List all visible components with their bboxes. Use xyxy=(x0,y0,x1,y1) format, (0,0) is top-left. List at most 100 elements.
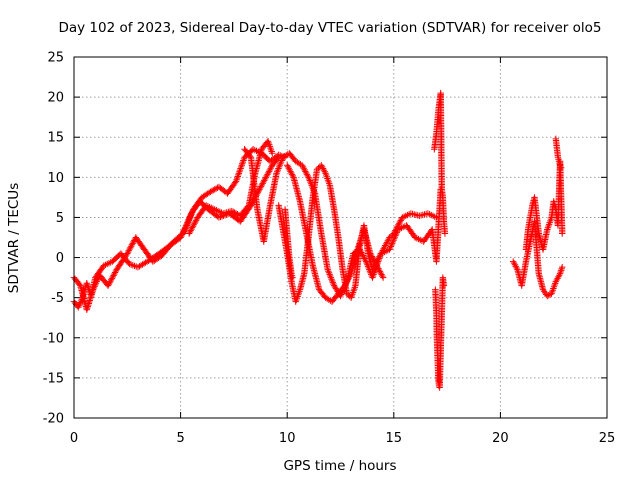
data-point-track-d xyxy=(370,269,378,276)
data-point-track-e xyxy=(380,245,387,252)
data-point-track-e xyxy=(392,227,399,234)
chart-title: Day 102 of 2023, Sidereal Day-to-day VTE… xyxy=(58,20,601,36)
data-point-track-b xyxy=(89,286,97,293)
data-point-track-c xyxy=(192,218,199,226)
data-point-track-f xyxy=(284,162,291,169)
data-point-track-d xyxy=(273,168,281,175)
data-point-track-e xyxy=(378,248,386,256)
data-point-track-e xyxy=(392,225,400,233)
x-tick-label: 5 xyxy=(176,431,184,446)
data-point-track-b xyxy=(266,166,274,174)
data-point-track-h xyxy=(441,230,449,237)
data-point-track-b xyxy=(261,177,268,184)
data-point-track-f xyxy=(342,280,349,288)
data-point-track-d xyxy=(388,240,396,247)
data-point-track-d xyxy=(388,241,395,249)
data-point-track-b xyxy=(181,225,188,233)
data-point-track-j xyxy=(511,261,519,268)
data-point-track-b xyxy=(267,165,274,172)
data-point-track-d xyxy=(277,160,284,167)
data-point-track-j xyxy=(556,272,563,279)
y-tick-label: 10 xyxy=(47,171,64,186)
data-point-track-a xyxy=(210,186,217,194)
data-point-track-b xyxy=(260,178,267,186)
data-point-track-d xyxy=(305,175,313,183)
data-point-track-a xyxy=(235,171,242,179)
data-point-track-b xyxy=(126,245,133,253)
data-point-track-b xyxy=(255,187,262,195)
data-point-track-c xyxy=(244,203,251,210)
data-point-track-b xyxy=(263,172,270,180)
data-point-track-j xyxy=(556,270,564,277)
y-tick-label: 5 xyxy=(56,211,64,226)
data-point-track-e xyxy=(396,218,404,226)
data-point-track-j xyxy=(512,263,519,270)
data-point-track-f xyxy=(374,263,381,271)
data-point-track-a xyxy=(83,280,90,287)
data-point-track-f xyxy=(378,271,385,278)
data-point-track-b xyxy=(76,281,83,288)
x-tick-label: 25 xyxy=(599,431,616,446)
data-point-track-d xyxy=(387,243,395,250)
data-point-track-f xyxy=(371,257,378,265)
data-point-track-f xyxy=(289,172,296,180)
data-point-track-d xyxy=(301,166,308,174)
data-point-track-b xyxy=(259,180,266,187)
data-point-track-d xyxy=(275,165,282,172)
data-point-track-c xyxy=(189,224,196,231)
data-point-track-a xyxy=(236,166,244,174)
data-point-track-b xyxy=(187,211,194,219)
data-point-track-d xyxy=(303,171,311,178)
data-point-track-f xyxy=(287,168,294,175)
data-point-track-f xyxy=(379,272,386,280)
data-point-track-j xyxy=(545,292,552,299)
data-point-track-j xyxy=(552,278,560,285)
data-point-track-j xyxy=(555,273,562,281)
data-point-track-e xyxy=(313,166,321,173)
data-point-track-f xyxy=(367,251,375,259)
data-point-track-f xyxy=(375,266,383,274)
data-point-track-f xyxy=(343,277,351,285)
data-point-track-e xyxy=(433,214,440,221)
data-point-track-j xyxy=(558,265,565,272)
data-point-track-b xyxy=(182,224,189,231)
data-point-track-a xyxy=(233,174,241,182)
data-point-track-a xyxy=(212,185,220,192)
data-point-track-j xyxy=(553,276,560,284)
data-point-track-e xyxy=(320,166,328,174)
data-point-track-f xyxy=(343,279,350,286)
data-point-track-b xyxy=(264,171,271,178)
data-point-track-a xyxy=(239,160,246,167)
data-point-track-b xyxy=(265,168,273,175)
data-point-track-d xyxy=(324,266,331,273)
data-point-track-e xyxy=(386,234,393,241)
data-point-track-b xyxy=(111,270,118,278)
data-point-track-e xyxy=(390,230,397,237)
data-point-track-b xyxy=(183,221,190,228)
data-point-track-a xyxy=(76,300,83,308)
data-point-track-b xyxy=(92,280,100,287)
y-tick-label: 20 xyxy=(47,91,64,106)
data-point-track-e xyxy=(376,251,384,259)
data-point-track-j xyxy=(557,268,564,276)
data-point-track-j xyxy=(557,267,565,274)
data-point-track-a xyxy=(237,163,245,171)
data-point-track-d xyxy=(369,274,376,281)
data-point-track-f xyxy=(370,256,377,263)
data-point-track-b xyxy=(110,272,117,279)
plot-frame xyxy=(73,56,608,419)
data-point-track-d xyxy=(327,272,334,280)
data-point-track-c xyxy=(231,209,238,216)
y-tick-label: 25 xyxy=(47,51,64,66)
data-point-track-f xyxy=(379,274,387,281)
data-point-track-j xyxy=(510,259,518,267)
data-point-track-d xyxy=(275,163,283,171)
x-axis-label: GPS time / hours xyxy=(283,458,396,474)
data-point-track-c xyxy=(186,228,194,236)
data-point-track-b xyxy=(105,280,113,288)
data-point-track-d xyxy=(305,174,312,181)
data-point-track-c xyxy=(228,207,235,215)
data-point-track-c xyxy=(185,230,193,237)
data-point-track-c xyxy=(191,220,198,227)
data-point-track-d xyxy=(276,162,283,169)
